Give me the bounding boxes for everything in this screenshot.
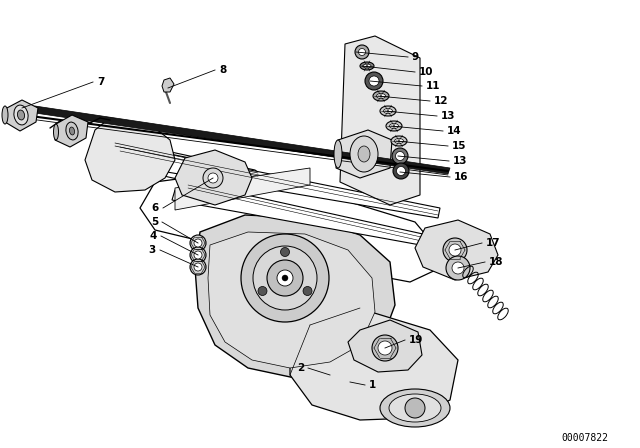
Circle shape: [253, 246, 317, 310]
Ellipse shape: [358, 48, 365, 56]
Text: 1: 1: [369, 380, 376, 390]
Polygon shape: [172, 182, 450, 250]
Ellipse shape: [365, 72, 383, 90]
Text: 00007822: 00007822: [561, 433, 609, 443]
Polygon shape: [348, 320, 422, 372]
Ellipse shape: [373, 91, 389, 101]
Circle shape: [241, 234, 329, 322]
Text: 9: 9: [412, 52, 419, 62]
Circle shape: [449, 244, 461, 256]
Text: 7: 7: [97, 77, 104, 87]
Circle shape: [446, 256, 470, 280]
Ellipse shape: [14, 105, 28, 125]
Circle shape: [405, 398, 425, 418]
Polygon shape: [195, 215, 395, 378]
Circle shape: [203, 168, 223, 188]
Ellipse shape: [389, 394, 441, 422]
Text: 2: 2: [297, 363, 304, 373]
Ellipse shape: [360, 62, 374, 70]
Circle shape: [378, 341, 392, 355]
Polygon shape: [102, 140, 265, 195]
Ellipse shape: [2, 106, 8, 124]
Text: 14: 14: [447, 126, 461, 136]
Text: 15: 15: [452, 141, 467, 151]
Polygon shape: [415, 220, 498, 280]
Polygon shape: [162, 78, 174, 92]
Circle shape: [443, 238, 467, 262]
Polygon shape: [208, 232, 375, 368]
Circle shape: [452, 262, 464, 274]
Ellipse shape: [396, 151, 404, 160]
Ellipse shape: [392, 148, 408, 164]
Ellipse shape: [334, 140, 342, 168]
Ellipse shape: [390, 124, 399, 129]
Polygon shape: [15, 106, 450, 174]
Ellipse shape: [391, 136, 407, 146]
Polygon shape: [55, 115, 88, 147]
Circle shape: [303, 287, 312, 296]
Circle shape: [258, 287, 267, 296]
Ellipse shape: [363, 64, 371, 68]
Text: 19: 19: [409, 335, 424, 345]
Ellipse shape: [70, 127, 74, 135]
Ellipse shape: [397, 167, 406, 176]
Text: 13: 13: [441, 111, 456, 121]
Text: 10: 10: [419, 67, 433, 77]
Ellipse shape: [369, 76, 379, 86]
Polygon shape: [336, 130, 392, 178]
Circle shape: [208, 173, 218, 183]
Ellipse shape: [386, 121, 402, 131]
Ellipse shape: [17, 110, 24, 120]
Text: 3: 3: [148, 245, 156, 255]
Text: 18: 18: [489, 257, 504, 267]
Polygon shape: [140, 170, 440, 282]
Ellipse shape: [376, 94, 385, 99]
Circle shape: [372, 335, 398, 361]
Ellipse shape: [393, 163, 409, 179]
Circle shape: [282, 275, 288, 281]
Ellipse shape: [350, 136, 378, 172]
Text: 16: 16: [454, 172, 468, 182]
Ellipse shape: [358, 146, 370, 162]
Circle shape: [190, 247, 206, 263]
Circle shape: [277, 270, 293, 286]
Text: 11: 11: [426, 81, 440, 91]
Text: 6: 6: [152, 203, 159, 213]
Polygon shape: [175, 168, 310, 210]
Circle shape: [190, 235, 206, 251]
Circle shape: [194, 263, 202, 271]
Ellipse shape: [355, 45, 369, 59]
Ellipse shape: [54, 124, 58, 140]
Text: 4: 4: [150, 231, 157, 241]
Polygon shape: [340, 36, 420, 205]
Text: 8: 8: [219, 65, 227, 75]
Text: 13: 13: [453, 156, 467, 166]
Polygon shape: [108, 144, 440, 218]
Polygon shape: [175, 150, 252, 205]
Text: 17: 17: [486, 238, 500, 248]
Circle shape: [280, 247, 289, 257]
Ellipse shape: [380, 389, 450, 427]
Ellipse shape: [380, 106, 396, 116]
Ellipse shape: [394, 138, 403, 143]
Polygon shape: [85, 118, 175, 192]
Circle shape: [194, 239, 202, 247]
Circle shape: [267, 260, 303, 296]
Ellipse shape: [383, 108, 392, 113]
Text: 12: 12: [434, 96, 449, 106]
Polygon shape: [5, 100, 38, 131]
Circle shape: [190, 259, 206, 275]
Polygon shape: [290, 308, 458, 420]
Circle shape: [194, 251, 202, 259]
Text: 5: 5: [151, 217, 158, 227]
Ellipse shape: [66, 122, 78, 140]
